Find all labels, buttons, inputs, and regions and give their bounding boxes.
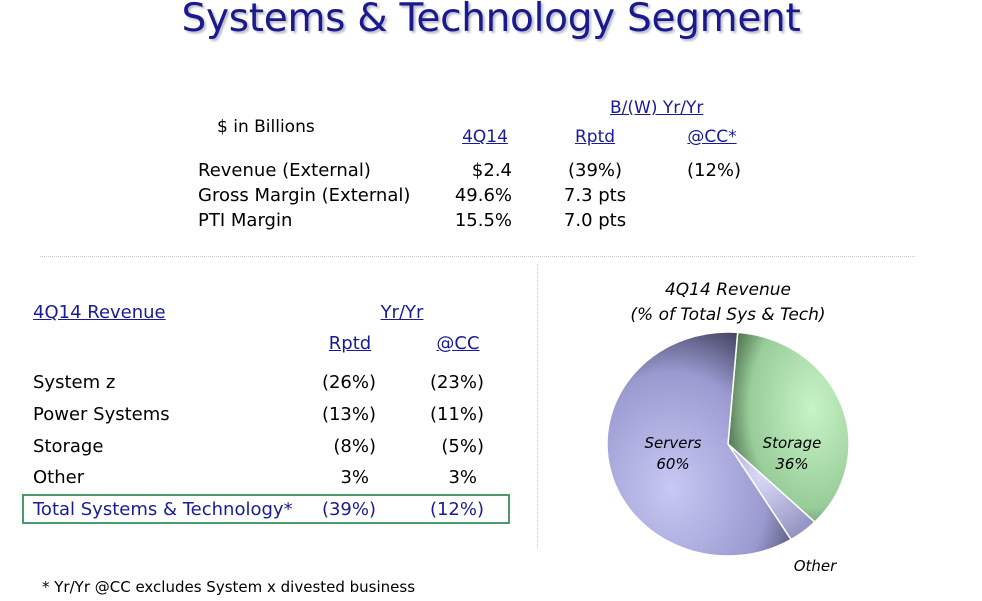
- revenue-row-rptd: (26%): [321, 372, 376, 393]
- pie-label-servers-pct: 60%: [656, 455, 690, 473]
- col-header-cc: @CC: [436, 333, 480, 354]
- revenue-row-rptd: (13%): [321, 404, 376, 425]
- summary-row-label: Revenue (External): [198, 160, 371, 181]
- summary-row-4q14: 15.5%: [454, 210, 512, 231]
- vertical-divider: [537, 264, 538, 549]
- col-header-rptd: Rptd: [574, 127, 616, 147]
- summary-row-cc: (12%): [686, 160, 742, 181]
- revenue-pie-chart: [606, 331, 850, 557]
- pie-title-line2: (% of Total Sys & Tech): [630, 305, 826, 325]
- summary-row-rptd: 7.0 pts: [563, 210, 627, 231]
- summary-row-4q14: $2.4: [471, 160, 512, 181]
- revenue-row-rptd: (8%): [333, 436, 376, 457]
- footnote: * Yr/Yr @CC excludes System x divested b…: [42, 578, 416, 596]
- col-header-4q14: 4Q14: [462, 127, 508, 147]
- pie-label-other-name: Other: [793, 557, 837, 575]
- unit-label: $ in Billions: [217, 117, 315, 137]
- page-title: Systems & Technology Segment: [181, 0, 801, 41]
- revenue-table-title: 4Q14 Revenue: [33, 302, 166, 323]
- col-header-cc: @CC*: [687, 127, 737, 147]
- bw-yr-header: B/(W) Yr/Yr: [610, 98, 704, 118]
- revenue-row-cc: (23%): [429, 372, 484, 393]
- summary-row-label: PTI Margin: [198, 210, 293, 231]
- summary-row-label: Gross Margin (External): [198, 185, 411, 206]
- summary-row-4q14: 49.6%: [454, 185, 512, 206]
- revenue-row-label: Storage: [33, 436, 104, 457]
- revenue-row-cc: (11%): [429, 404, 484, 425]
- revenue-row-label: Power Systems: [33, 404, 170, 425]
- pie-title-line1: 4Q14 Revenue: [664, 280, 792, 300]
- summary-row-rptd: (39%): [567, 160, 623, 181]
- total-row-label: Total Systems & Technology*: [33, 499, 293, 520]
- total-row-rptd: (39%): [321, 499, 376, 520]
- revenue-row-cc: (5%): [441, 436, 484, 457]
- pie-label-servers-name: Servers: [644, 434, 702, 452]
- pie-slice-servers: [606, 331, 793, 557]
- pie-label-storage-pct: 36%: [775, 455, 809, 473]
- revenue-row-cc: 3%: [448, 467, 477, 488]
- pie-label-storage-name: Storage: [762, 434, 822, 452]
- horizontal-divider: [40, 256, 915, 257]
- revenue-row-label: System z: [33, 372, 116, 393]
- pie-slice-storage: [727, 331, 850, 524]
- total-row-highlight: [22, 494, 510, 524]
- revenue-row-rptd: 3%: [340, 467, 369, 488]
- revenue-row-label: Other: [33, 467, 85, 488]
- total-row-cc: (12%): [429, 499, 484, 520]
- yr-yr-header: Yr/Yr: [380, 302, 424, 323]
- summary-row-rptd: 7.3 pts: [563, 185, 627, 206]
- col-header-rptd: Rptd: [328, 333, 372, 354]
